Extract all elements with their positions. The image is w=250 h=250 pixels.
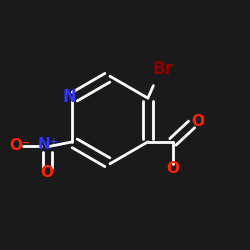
Text: O⁻: O⁻	[9, 138, 30, 153]
Text: O: O	[166, 161, 179, 176]
Text: Br: Br	[152, 60, 173, 78]
Text: O: O	[40, 165, 54, 180]
Text: O: O	[192, 114, 204, 129]
Text: N: N	[63, 88, 76, 106]
Text: N⁺: N⁺	[38, 137, 59, 152]
